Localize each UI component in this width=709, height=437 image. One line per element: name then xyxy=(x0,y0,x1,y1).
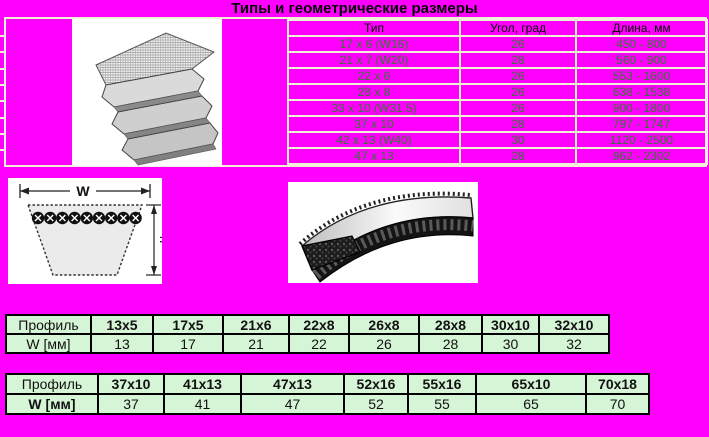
belt-3d-sketch-icon xyxy=(298,191,474,283)
width-cell: 30 xyxy=(481,333,540,354)
row-edge-tick xyxy=(0,100,5,102)
column-header-length: Длина, мм xyxy=(575,19,708,37)
profile-cell: 41x13 xyxy=(163,373,242,395)
table-row: 22 x 6 26 553 - 1600 xyxy=(287,67,708,85)
cogged-belt-drawing xyxy=(72,19,222,166)
angle-cell: 26 xyxy=(459,67,577,85)
type-cell: 28 x 8 xyxy=(287,83,461,101)
column-header-type: Тип xyxy=(287,19,461,37)
type-cell: 37 x 10 xyxy=(287,115,461,133)
width-cell: 41 xyxy=(163,393,242,415)
table-row: 42 x 13 (W40) 30 1120 - 2500 xyxy=(287,131,708,149)
table-row: 17 x 6 (W16) 26 450 - 800 xyxy=(287,35,708,53)
width-cell: 22 xyxy=(288,333,350,354)
width-cell: 21 xyxy=(222,333,290,354)
width-cell: 26 xyxy=(348,333,420,354)
profile-cell: 47x13 xyxy=(240,373,345,395)
width-row-label: W [мм] xyxy=(5,393,99,415)
width-row-label: W [мм] xyxy=(5,333,92,354)
profile-cell: 28x8 xyxy=(418,314,483,335)
angle-cell: 30 xyxy=(459,131,577,149)
profile-cell: 37x10 xyxy=(97,373,165,395)
profile-cell: 52x16 xyxy=(343,373,409,395)
row-edge-tick xyxy=(0,133,5,135)
length-cell: 450 - 800 xyxy=(575,35,708,53)
profile-cell: 30x10 xyxy=(481,314,540,335)
type-cell: 17 x 6 (W16) xyxy=(287,35,461,53)
table-row: 28 x 8 26 638 - 1538 xyxy=(287,83,708,101)
belt-cross-section-diagram: W h xyxy=(8,178,172,284)
width-dimension-label: W xyxy=(76,183,90,199)
profile-cell: 17x5 xyxy=(152,314,224,335)
profile-cell: 55x16 xyxy=(407,373,477,395)
length-cell: 962 - 2302 xyxy=(575,147,708,165)
length-cell: 797 - 1747 xyxy=(575,115,708,133)
profile-cell: 32x10 xyxy=(538,314,610,335)
profile-row-label: Профиль xyxy=(5,373,99,395)
angle-cell: 26 xyxy=(459,83,577,101)
width-row: W [мм] 13 17 21 22 26 28 30 32 xyxy=(5,333,610,354)
width-cell: 37 xyxy=(97,393,165,415)
length-cell: 638 - 1538 xyxy=(575,83,708,101)
cross-section-diagram-icon: W h xyxy=(19,183,172,276)
angle-cell: 28 xyxy=(459,51,577,69)
width-row: W [мм] 37 41 47 52 55 65 70 xyxy=(5,393,650,415)
row-edge-tick xyxy=(0,51,5,53)
cogged-belt-sketch-icon xyxy=(95,32,219,166)
angle-cell: 26 xyxy=(459,99,577,117)
type-cell: 22 x 6 xyxy=(287,67,461,85)
length-cell: 1120 - 2500 xyxy=(575,131,708,149)
width-cell: 70 xyxy=(585,393,650,415)
width-cell: 65 xyxy=(475,393,587,415)
width-cell: 55 xyxy=(407,393,477,415)
row-edge-tick xyxy=(0,149,5,151)
width-cell: 28 xyxy=(418,333,483,354)
profile-row-label: Профиль xyxy=(5,314,92,335)
profile-cell: 65x10 xyxy=(475,373,587,395)
row-edge-tick xyxy=(0,35,5,37)
table-row: 33 x 10 (W31.5) 26 900 - 1800 xyxy=(287,99,708,117)
width-cell: 17 xyxy=(152,333,224,354)
width-cell: 32 xyxy=(538,333,610,354)
page-title: Типы и геометрические размеры xyxy=(231,0,478,17)
profile-cell: 22x8 xyxy=(288,314,350,335)
profile-cell: 26x8 xyxy=(348,314,420,335)
table-row: 21 x 7 (W20) 28 560 - 900 xyxy=(287,51,708,69)
type-cell: 33 x 10 (W31.5) xyxy=(287,99,461,117)
row-edge-tick xyxy=(0,68,5,70)
row-edge-tick xyxy=(0,84,5,86)
profile-header-row: Профиль 37x10 41x13 47x13 52x16 55x16 65… xyxy=(5,373,650,395)
type-cell: 42 x 13 (W40) xyxy=(287,131,461,149)
profile-cell: 13x5 xyxy=(90,314,154,335)
angle-cell: 26 xyxy=(459,35,577,53)
length-cell: 553 - 1600 xyxy=(575,67,708,85)
length-cell: 900 - 1800 xyxy=(575,99,708,117)
table-header-row: Тип Угол, град Длина, мм xyxy=(287,19,708,37)
row-edge-tick xyxy=(0,117,5,119)
angle-cell: 28 xyxy=(459,115,577,133)
width-cell: 47 xyxy=(240,393,345,415)
column-header-angle: Угол, град xyxy=(459,19,577,37)
type-cell: 21 x 7 (W20) xyxy=(287,51,461,69)
cord-row xyxy=(31,211,142,225)
height-dimension-label: h xyxy=(157,236,162,243)
profile-header-row: Профиль 13x5 17x5 21x6 22x8 26x8 28x8 30… xyxy=(5,314,610,335)
table-row: 47 x 13 28 962 - 2302 xyxy=(287,147,708,165)
length-cell: 560 - 900 xyxy=(575,51,708,69)
profile-cell: 21x6 xyxy=(222,314,290,335)
profile-table-1: Профиль 13x5 17x5 21x6 22x8 26x8 28x8 30… xyxy=(5,314,610,354)
profile-table-2: Профиль 37x10 41x13 47x13 52x16 55x16 65… xyxy=(5,373,650,415)
belt-3d-drawing xyxy=(288,182,478,283)
width-cell: 52 xyxy=(343,393,409,415)
width-cell: 13 xyxy=(90,333,154,354)
belt-types-table: Тип Угол, град Длина, мм 17 x 6 (W16) 26… xyxy=(287,19,708,165)
table-row: 37 x 10 28 797 - 1747 xyxy=(287,115,708,133)
angle-cell: 28 xyxy=(459,147,577,165)
type-cell: 47 x 13 xyxy=(287,147,461,165)
profile-cell: 70x18 xyxy=(585,373,650,395)
